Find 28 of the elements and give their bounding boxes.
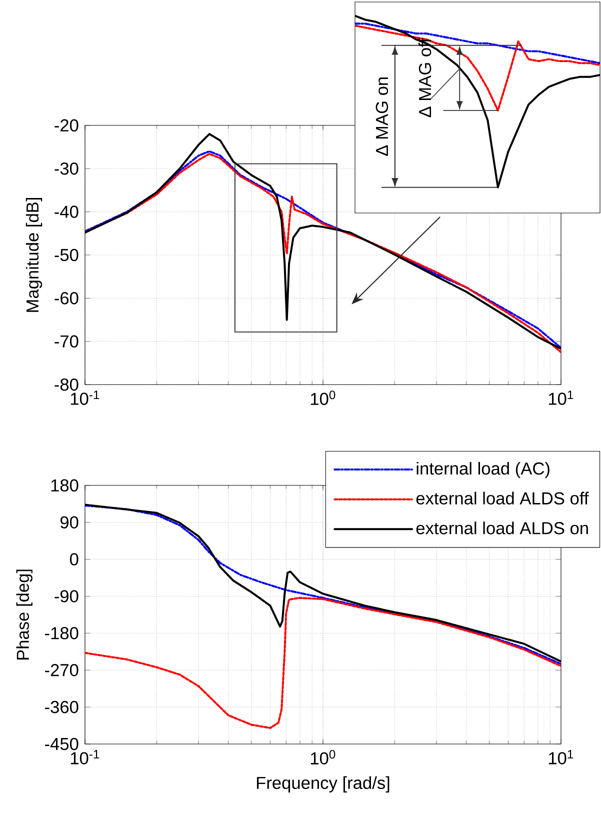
y-tick-label: -270 (45, 664, 78, 676)
x-tick-label: 10$^{-1}$ (70, 390, 100, 405)
y-axis-title: Phase [deg] (16, 570, 32, 660)
annotation: Δ MAG on (376, 78, 388, 156)
y-tick-label: -90 (54, 590, 78, 602)
legend-label: external load ALDS off (416, 492, 589, 504)
y-tick-label: -80 (54, 378, 78, 391)
x-tick-label: 10$^{1}$ (548, 750, 574, 764)
y-tick-label: -50 (54, 248, 78, 262)
y-tick-label: -180 (45, 627, 78, 640)
y-tick-label: -30 (54, 162, 78, 175)
x-tick-label: 10$^{1}$ (548, 390, 574, 405)
y-tick-label: 90 (60, 516, 78, 528)
y-tick-label: -40 (54, 206, 78, 218)
y-axis-title: Magnitude [dB] (26, 198, 42, 312)
legend-label: internal load (AC) (416, 462, 550, 478)
y-tick-label: 0 (70, 553, 78, 566)
y-tick-label: -360 (45, 700, 78, 714)
x-tick-label: 10$^{0}$ (310, 390, 336, 406)
legend-label: external load ALDS on (416, 522, 588, 534)
x-axis-title: Frequency [rad/s] (256, 776, 390, 792)
y-tick-label: -70 (54, 335, 78, 348)
x-tick-label: 10$^{-1}$ (70, 750, 100, 764)
y-tick-label: -20 (54, 119, 78, 132)
y-tick-label: -450 (45, 738, 78, 750)
x-tick-label: 10$^{0}$ (310, 750, 336, 764)
y-tick-label: 180 (51, 479, 78, 492)
y-tick-label: -60 (54, 292, 78, 304)
